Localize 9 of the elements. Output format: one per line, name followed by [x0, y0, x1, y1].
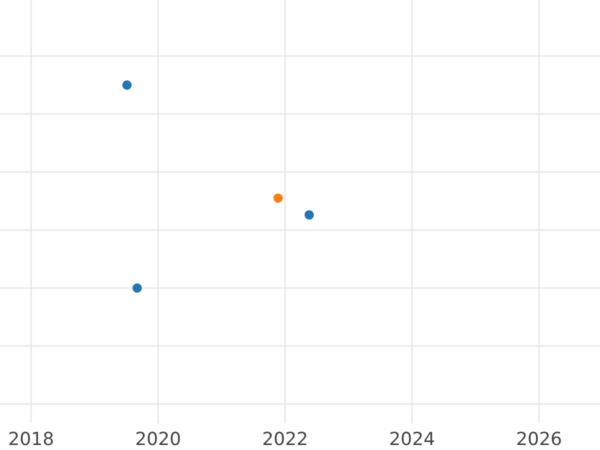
point [273, 193, 283, 203]
x-tick-label: 2026 [517, 432, 561, 446]
x-tick-label: 2022 [263, 432, 306, 446]
point [122, 80, 132, 90]
point [304, 210, 314, 220]
x-tick-label: 2018 [9, 432, 53, 446]
x-tick-label: 2024 [390, 432, 434, 446]
point [132, 283, 142, 293]
x-tick-label: 2020 [136, 432, 180, 446]
